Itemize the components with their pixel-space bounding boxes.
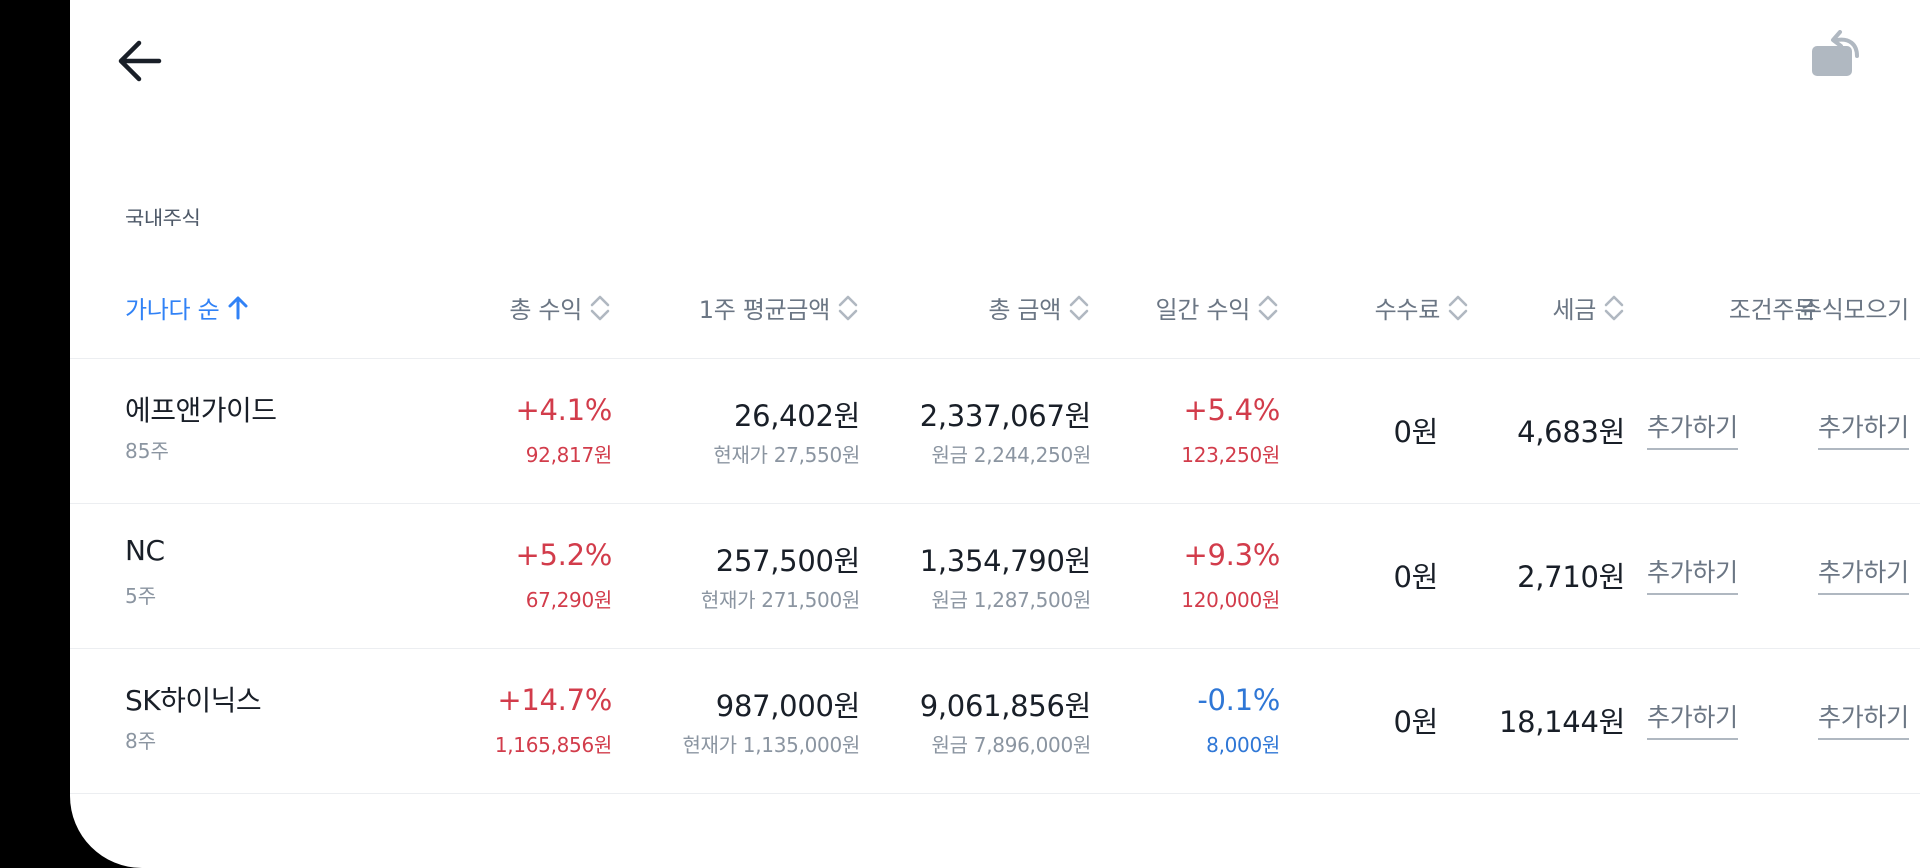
daily-return-amount: 8,000원 [1206,733,1280,757]
rotate-screen-button[interactable] [1805,28,1865,84]
total-return-pct: +5.2% [515,538,613,572]
current-price: 현재가 27,550원 [713,443,860,467]
sort-total-amount-header[interactable]: 총 금액 [988,290,1091,325]
tax-amount: 18,144원 [1498,705,1625,739]
avg-price: 987,000원 [715,689,861,723]
sort-updown-icon [1258,295,1278,320]
current-price: 현재가 1,135,000원 [682,733,860,757]
sort-updown-icon [590,295,610,320]
add-accumulate-button[interactable]: 추가하기 [1818,698,1909,740]
tax-header-label: 세금 [1552,296,1596,324]
sort-tax-header[interactable]: 세금 [1552,290,1626,325]
divider [70,358,1920,359]
total-amount: 9,061,856원 [919,689,1092,723]
stock-quantity: 85주 [125,439,169,463]
fee-amount: 0원 [1393,705,1438,739]
sort-name-label: 가나다 순 [125,296,220,324]
total-return-amount: 92,817원 [525,443,613,467]
arrow-up-icon [228,296,248,319]
add-cond-order-button[interactable]: 추가하기 [1647,553,1738,595]
add-accumulate-button[interactable]: 추가하기 [1818,553,1909,595]
table-row[interactable]: 에프앤가이드 85주 +4.1% 92,817원 26,402원 현재가 27,… [70,359,1920,503]
total-return-pct: +14.7% [497,683,612,717]
total-return-amount: 67,290원 [525,588,613,612]
fee-amount: 0원 [1393,415,1438,449]
accumulate-header: 주식모으기 [1800,290,1909,325]
rotate-screen-icon [1812,30,1859,76]
stock-quantity: 5주 [125,584,157,608]
avg-price: 26,402원 [733,399,860,433]
sort-updown-icon [1604,295,1624,320]
sort-updown-icon [1448,295,1468,320]
total-return-amount: 1,165,856원 [494,733,612,757]
principal-amount: 원금 7,896,000원 [931,733,1092,757]
portfolio-panel: 국내주식 가나다 순 총 수익 1주 평균금액 총 금액 일간 수익 수수료 [70,0,1920,868]
daily-return-amount: 123,250원 [1181,443,1280,467]
avg-price: 257,500원 [715,544,861,578]
stock-quantity: 8주 [125,729,157,753]
daily-return-header-label: 일간 수익 [1155,296,1251,324]
daily-return-pct: +9.3% [1183,538,1281,572]
sort-updown-icon [838,295,858,320]
divider [70,503,1920,504]
daily-return-pct: +5.4% [1183,393,1281,427]
arrow-left-icon [118,40,162,82]
stock-name: SK하이닉스 [125,684,262,717]
principal-amount: 원금 1,287,500원 [931,588,1092,612]
principal-amount: 원금 2,244,250원 [931,443,1092,467]
total-amount: 1,354,790원 [919,544,1092,578]
total-amount: 2,337,067원 [919,399,1092,433]
add-cond-order-button[interactable]: 추가하기 [1647,698,1738,740]
cond-order-header: 조건주문 [1729,290,1816,325]
tax-amount: 4,683원 [1517,415,1625,449]
sort-name-header[interactable]: 가나다 순 [125,290,251,325]
sort-avg-price-header[interactable]: 1주 평균금액 [699,290,860,325]
avg-price-header-label: 1주 평균금액 [698,296,831,324]
sort-daily-return-header[interactable]: 일간 수익 [1156,290,1280,325]
stock-name: NC [125,534,165,567]
table-row[interactable]: SK하이닉스 8주 +14.7% 1,165,856원 987,000원 현재가… [70,649,1920,793]
back-button[interactable] [110,36,168,86]
total-amount-header-label: 총 금액 [988,296,1061,324]
sort-fee-header[interactable]: 수수료 [1375,290,1470,325]
accumulate-header-label: 주식모으기 [1800,296,1909,324]
current-price: 현재가 271,500원 [700,588,860,612]
fee-header-label: 수수료 [1374,296,1441,324]
total-return-pct: +4.1% [515,393,613,427]
add-cond-order-button[interactable]: 추가하기 [1647,408,1738,450]
table-row[interactable]: NC 5주 +5.2% 67,290원 257,500원 현재가 271,500… [70,504,1920,648]
tax-amount: 2,710원 [1517,560,1625,594]
divider [70,793,1920,794]
daily-return-pct: -0.1% [1197,683,1280,717]
add-accumulate-button[interactable]: 추가하기 [1818,408,1909,450]
section-title: 국내주식 [125,207,201,226]
stock-name: 에프앤가이드 [125,394,277,427]
cond-order-header-label: 조건주문 [1728,296,1816,324]
fee-amount: 0원 [1393,560,1438,594]
sort-total-return-header[interactable]: 총 수익 [509,290,612,325]
daily-return-amount: 120,000원 [1181,588,1280,612]
divider [70,648,1920,649]
sort-updown-icon [1069,295,1089,320]
total-return-header-label: 총 수익 [509,296,582,324]
